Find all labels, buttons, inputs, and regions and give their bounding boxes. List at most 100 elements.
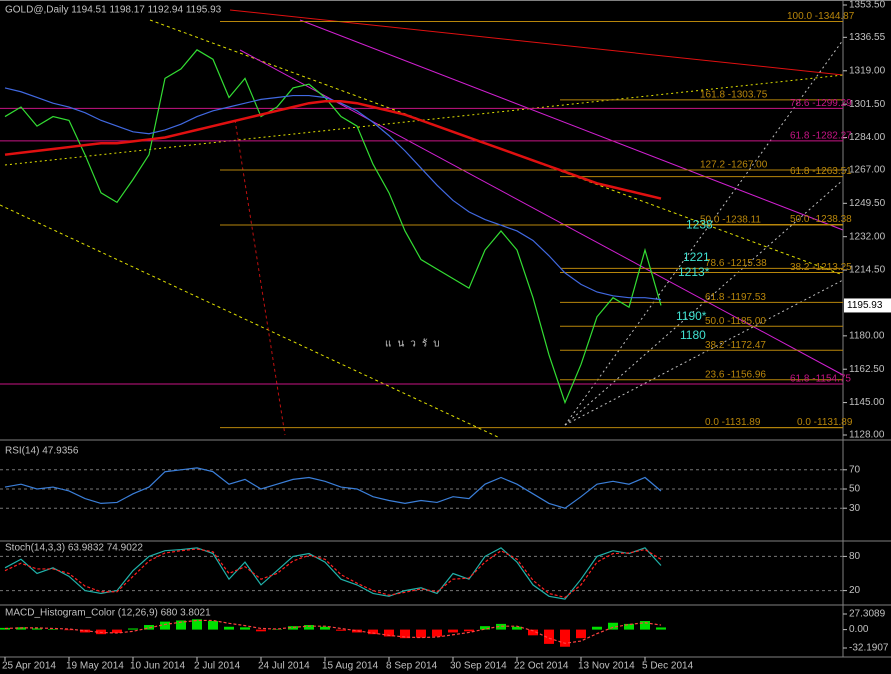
level-label: 100.0 -1344.87 bbox=[787, 11, 855, 22]
histogram-bar bbox=[608, 622, 618, 630]
histogram-bar bbox=[144, 625, 154, 630]
x-tick-label: 8 Sep 2014 bbox=[386, 661, 438, 672]
chart-title: GOLD@,Daily 1194.51 1198.17 1192.94 1195… bbox=[5, 5, 222, 16]
x-tick-label: 2 Jul 2014 bbox=[194, 661, 241, 672]
level-label: 61.8 -1263.51 bbox=[790, 166, 852, 177]
x-tick-label: 19 May 2014 bbox=[66, 661, 124, 672]
histogram-bar bbox=[496, 623, 506, 630]
series-line bbox=[4, 547, 662, 600]
histogram-bar bbox=[208, 621, 218, 630]
price-annotation: 1190* bbox=[676, 309, 707, 323]
histogram-bar bbox=[640, 621, 650, 630]
y-tick-label: 1301.50 bbox=[849, 99, 886, 110]
y-tick-label: 1249.50 bbox=[849, 198, 886, 209]
level-label: 61.8 -1197.53 bbox=[705, 292, 766, 303]
x-tick-label: 15 Aug 2014 bbox=[322, 661, 379, 672]
histogram-bar bbox=[320, 626, 330, 630]
price-annotation: 1221 bbox=[683, 250, 710, 264]
level-label: 61.8 -1154.75 bbox=[790, 374, 851, 385]
level-label: 38.2 -1213.25 bbox=[790, 262, 852, 273]
histogram-bar bbox=[176, 620, 186, 630]
y-tick-label: 1336.55 bbox=[849, 32, 886, 43]
y-tick-label: 50 bbox=[849, 484, 861, 495]
price-annotation: 1180 bbox=[680, 328, 706, 342]
histogram-bar bbox=[256, 629, 266, 632]
y-tick-label: 80 bbox=[849, 551, 861, 562]
level-label: 78.6 -1299.29 bbox=[790, 98, 852, 109]
y-tick-label: 1145.00 bbox=[849, 397, 885, 408]
histogram-bar bbox=[368, 629, 378, 635]
y-tick-label: 20 bbox=[849, 585, 861, 596]
y-tick-label: 1162.50 bbox=[849, 364, 885, 375]
histogram-bar bbox=[576, 629, 586, 639]
series-line bbox=[4, 548, 662, 599]
price-annotation: 1238 bbox=[686, 217, 713, 231]
level-label: 50.0 -1238.11 bbox=[700, 215, 761, 226]
series-line bbox=[4, 467, 662, 509]
level-label: 50.0 -1238.38 bbox=[790, 214, 852, 225]
macd-title: MACD_Histogram_Color (12,26,9) 680 3.802… bbox=[5, 608, 211, 619]
histogram-bar bbox=[656, 627, 666, 630]
rsi-title: RSI(14) 47.9356 bbox=[5, 446, 79, 457]
x-tick-label: 10 Jun 2014 bbox=[130, 661, 185, 672]
x-tick-label: 30 Sep 2014 bbox=[450, 661, 507, 672]
level-label: 78.6 -1215.38 bbox=[705, 258, 767, 269]
histogram-bar bbox=[336, 629, 346, 631]
level-label: 50.0 -1185.00 bbox=[705, 316, 766, 327]
last-price-label: 1195.93 bbox=[847, 300, 883, 311]
histogram-bar bbox=[480, 626, 490, 630]
histogram-bar bbox=[464, 629, 474, 632]
histogram-bar bbox=[32, 628, 42, 630]
histogram-bar bbox=[384, 629, 394, 637]
histogram-bar bbox=[48, 629, 58, 630]
histogram-bar bbox=[160, 621, 170, 630]
y-tick-label: 27.3089 bbox=[849, 609, 886, 620]
histogram-bar bbox=[448, 629, 458, 633]
signal-line bbox=[4, 619, 662, 644]
level-label: 0.0 -1131.89 bbox=[705, 417, 761, 428]
level-label: 38.2 -1172.47 bbox=[705, 340, 766, 351]
histogram-bar bbox=[240, 627, 250, 630]
y-tick-label: 30 bbox=[849, 503, 861, 514]
histogram-bar bbox=[0, 627, 10, 630]
histogram-bar bbox=[224, 626, 234, 630]
histogram-bar bbox=[192, 619, 202, 630]
series-line bbox=[4, 100, 662, 200]
level-label: 127.2 -1267.00 bbox=[700, 160, 768, 171]
y-tick-label: -32.1907 bbox=[849, 643, 889, 654]
histogram-bar bbox=[544, 629, 554, 644]
panel-frame bbox=[0, 0, 891, 658]
y-tick-label: 1180.00 bbox=[849, 330, 885, 341]
level-label: 161.8 -1303.75 bbox=[700, 90, 768, 101]
level-label: 23.6 -1156.96 bbox=[705, 369, 766, 380]
histogram-bar bbox=[272, 629, 282, 630]
thai-note: แนวรับ bbox=[385, 339, 446, 350]
x-tick-label: 25 Apr 2014 bbox=[2, 661, 56, 672]
x-tick-label: 13 Nov 2014 bbox=[578, 661, 635, 672]
price-annotation: 1213* bbox=[678, 265, 710, 279]
y-tick-label: 1232.00 bbox=[849, 231, 886, 242]
y-tick-label: 0.00 bbox=[849, 624, 869, 635]
y-tick-label: 1214.50 bbox=[849, 265, 886, 276]
series-line bbox=[4, 49, 662, 405]
histogram-bar bbox=[64, 629, 74, 631]
histogram-bar bbox=[624, 623, 634, 630]
y-tick-label: 1267.00 bbox=[849, 165, 886, 176]
histogram-bar bbox=[528, 629, 538, 636]
x-tick-label: 24 Jul 2014 bbox=[258, 661, 310, 672]
histogram-bar bbox=[128, 628, 138, 630]
histogram-bar bbox=[352, 629, 362, 633]
histogram-bar bbox=[416, 629, 426, 638]
histogram-bar bbox=[304, 625, 314, 630]
level-label: 0.0 -1131.89 bbox=[797, 417, 853, 428]
x-tick-label: 5 Dec 2014 bbox=[642, 661, 694, 672]
histogram-bar bbox=[592, 626, 602, 630]
y-tick-label: 1353.50 bbox=[849, 0, 886, 11]
y-tick-label: 1319.00 bbox=[849, 65, 886, 76]
histogram-bar bbox=[112, 629, 122, 634]
histogram-bar bbox=[400, 629, 410, 639]
last-price-box bbox=[844, 298, 891, 313]
x-tick-label: 22 Oct 2014 bbox=[514, 661, 569, 672]
histogram-bar bbox=[560, 629, 570, 647]
